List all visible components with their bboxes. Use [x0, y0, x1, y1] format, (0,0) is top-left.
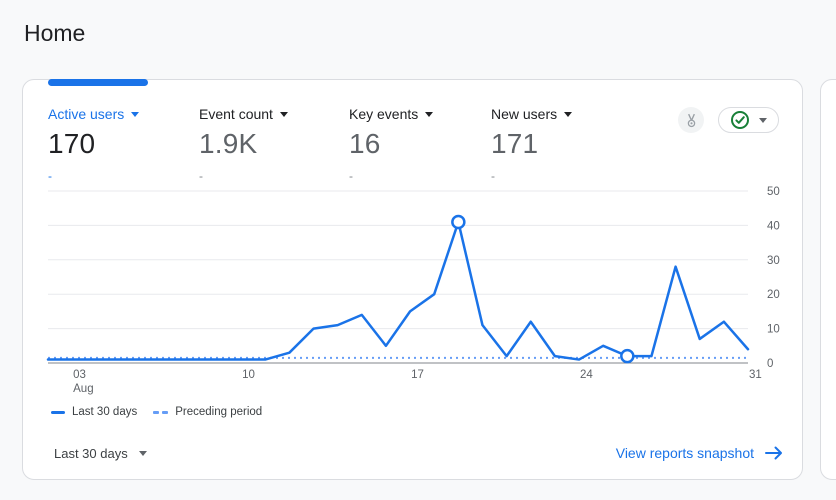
chevron-down-icon[interactable]: [425, 111, 434, 117]
chevron-down-icon[interactable]: [564, 111, 573, 117]
metric-active-users[interactable]: Active users 170 -: [48, 106, 199, 183]
card-toolbar: [678, 107, 779, 133]
svg-text:17: 17: [411, 369, 424, 381]
view-reports-snapshot-link[interactable]: View reports snapshot: [616, 445, 784, 461]
arrow-right-icon: [765, 446, 782, 460]
card-footer: Last 30 days View reports snapshot: [54, 440, 784, 466]
metric-value: 1.9K: [199, 128, 258, 159]
svg-text:24: 24: [580, 369, 593, 381]
page-title: Home: [24, 20, 86, 46]
svg-text:40: 40: [767, 220, 780, 232]
metric-delta: -: [491, 169, 495, 183]
benchmarking-medal-button[interactable]: [678, 107, 704, 133]
next-card-partial: [820, 79, 836, 480]
chevron-down-icon[interactable]: [279, 111, 288, 117]
legend-item-preceding-period: Preceding period: [153, 406, 262, 418]
legend-label: Preceding period: [175, 406, 263, 418]
home-overview-card: Active users 170 - Event count 1.9K - Ke…: [22, 79, 803, 480]
svg-text:10: 10: [767, 324, 780, 336]
footer-link-label: View reports snapshot: [615, 445, 754, 461]
svg-text:31: 31: [749, 369, 762, 381]
metric-label: New users: [491, 106, 558, 122]
svg-text:50: 50: [767, 186, 780, 198]
svg-text:10: 10: [242, 369, 255, 381]
metric-delta: -: [48, 169, 52, 183]
metric-value: 171: [491, 128, 539, 159]
date-range-label: Last 30 days: [54, 445, 128, 461]
metrics-row: Active users 170 - Event count 1.9K - Ke…: [48, 106, 641, 183]
chevron-down-icon: [138, 450, 147, 456]
legend-label: Last 30 days: [72, 406, 138, 418]
check-circle-icon: [731, 111, 749, 129]
dashed-line-swatch-icon: [153, 410, 169, 414]
solid-line-swatch-icon: [51, 410, 65, 414]
metric-value: 16: [349, 128, 381, 159]
metric-event-count[interactable]: Event count 1.9K -: [199, 106, 349, 183]
medal-icon: [687, 113, 695, 127]
metric-delta: -: [349, 169, 353, 183]
chevron-down-icon: [759, 117, 767, 123]
metric-delta: -: [199, 169, 203, 183]
svg-text:20: 20: [767, 289, 780, 301]
svg-text:30: 30: [767, 255, 780, 267]
metric-key-events[interactable]: Key events 16 -: [349, 106, 491, 183]
data-quality-button[interactable]: [718, 107, 779, 133]
svg-text:Aug: Aug: [73, 383, 93, 395]
legend-item-last-30-days: Last 30 days: [51, 406, 137, 418]
metric-label: Event count: [199, 106, 273, 122]
svg-text:03: 03: [73, 369, 86, 381]
chevron-down-icon[interactable]: [131, 111, 140, 117]
metric-label: Active users: [48, 106, 125, 122]
metric-value: 170: [48, 128, 96, 159]
date-range-selector[interactable]: Last 30 days: [54, 446, 147, 461]
chart-legend: Last 30 days Preceding period: [51, 404, 262, 420]
active-tab-indicator: [48, 79, 148, 86]
metric-label: Key events: [349, 106, 419, 122]
svg-text:0: 0: [767, 358, 773, 370]
metric-new-users[interactable]: New users 171 -: [491, 106, 641, 183]
